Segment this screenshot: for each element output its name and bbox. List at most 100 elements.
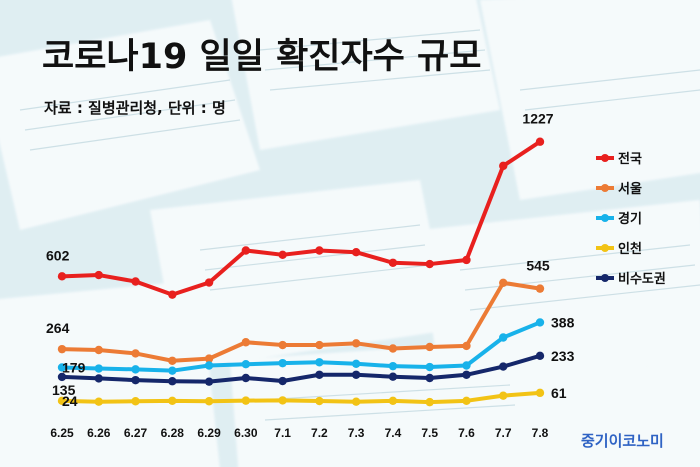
data-point xyxy=(535,137,545,146)
data-point xyxy=(388,372,398,381)
data-point xyxy=(94,270,103,280)
data-point xyxy=(131,277,140,286)
mask-shape xyxy=(231,0,500,150)
data-point xyxy=(351,339,361,348)
x-tick-label: 7.8 xyxy=(532,426,549,440)
data-point xyxy=(351,359,361,368)
legend-item: 인천 xyxy=(596,241,642,257)
x-tick-label: 6.28 xyxy=(161,426,185,440)
data-point xyxy=(535,284,545,293)
data-point xyxy=(278,376,287,386)
x-axis-ticks: 6.25 6.26 6.27 6.28 6.29 6.30 7.1 7.2 7.3 7.4 7.5 7… xyxy=(50,426,548,440)
data-point xyxy=(462,341,471,351)
data-point xyxy=(204,354,214,363)
data-point xyxy=(462,361,471,370)
x-tick-label: 6.26 xyxy=(87,426,111,440)
x-tick-label: 6.29 xyxy=(197,426,221,440)
mask-shape xyxy=(520,361,700,467)
mask-pleats xyxy=(19,29,700,421)
series-line xyxy=(60,280,542,363)
legend-label: 인천 xyxy=(618,241,642,257)
data-label: 233 xyxy=(551,348,575,364)
x-tick-label: 6.27 xyxy=(124,426,148,440)
data-point xyxy=(425,397,434,407)
chart-title: 코로나19 일일 확진자수 규모 xyxy=(42,37,481,77)
x-tick-label: 6.30 xyxy=(234,426,258,440)
data-point xyxy=(535,388,545,398)
data-point xyxy=(315,396,324,406)
data-point xyxy=(499,362,508,371)
x-tick-label: 7.7 xyxy=(495,426,512,440)
data-point xyxy=(204,397,214,406)
data-point xyxy=(315,340,324,350)
x-tick-label: 7.6 xyxy=(458,426,475,440)
data-point xyxy=(57,396,67,406)
data-label: 135 xyxy=(52,382,76,398)
data-point xyxy=(131,349,140,358)
data-labels: 602 1227 264 545 179 388 24 61 135 233 xyxy=(46,111,575,409)
legend-label: 경기 xyxy=(618,211,642,227)
legend-marker xyxy=(601,184,609,192)
data-point xyxy=(425,362,434,372)
x-tick-label: 7.5 xyxy=(421,426,438,440)
brand-logo: 중기이코노미 xyxy=(581,432,664,450)
data-point xyxy=(499,278,508,287)
data-point xyxy=(241,396,251,405)
data-point xyxy=(57,372,67,382)
x-tick-label: 7.2 xyxy=(311,426,328,440)
x-tick-label: 7.4 xyxy=(385,426,402,440)
legend-item: 비수도권 xyxy=(596,272,666,287)
data-point xyxy=(462,396,471,406)
data-label: 61 xyxy=(551,385,567,401)
legend-item: 서울 xyxy=(596,181,642,197)
mask-shape xyxy=(230,340,539,467)
data-point xyxy=(315,246,324,255)
data-point xyxy=(425,342,434,352)
data-point xyxy=(94,345,103,355)
data-label: 602 xyxy=(46,247,70,263)
data-label: 179 xyxy=(62,359,86,375)
data-point xyxy=(204,361,214,370)
mask-shape xyxy=(150,180,450,370)
mask-shape xyxy=(0,280,220,467)
data-point xyxy=(462,255,471,265)
legend-marker xyxy=(601,274,609,282)
legend-marker xyxy=(601,244,609,252)
data-point xyxy=(241,338,251,347)
series-line xyxy=(60,139,542,297)
data-point xyxy=(168,356,177,365)
data-point xyxy=(131,375,140,385)
data-point xyxy=(57,363,67,372)
data-point xyxy=(94,374,103,383)
data-point xyxy=(278,396,287,405)
data-point xyxy=(499,333,508,342)
data-point xyxy=(278,358,287,368)
data-point xyxy=(94,397,103,406)
data-point xyxy=(131,365,140,374)
data-point xyxy=(351,370,361,379)
data-point xyxy=(241,360,251,369)
series-0 xyxy=(57,137,545,299)
data-label: 24 xyxy=(62,393,78,409)
series-3 xyxy=(57,388,545,407)
data-point xyxy=(388,396,398,406)
data-point xyxy=(499,391,508,400)
data-point xyxy=(462,370,471,379)
data-point xyxy=(168,366,177,375)
series-4 xyxy=(57,351,545,386)
x-tick-label: 7.1 xyxy=(274,426,291,440)
legend-marker xyxy=(601,154,609,162)
x-tick-label: 7.3 xyxy=(348,426,365,440)
data-point xyxy=(535,318,545,327)
data-point xyxy=(535,351,545,361)
data-point xyxy=(499,161,508,171)
data-point xyxy=(388,361,398,371)
data-point xyxy=(315,358,324,367)
data-point xyxy=(351,397,361,406)
data-point xyxy=(168,290,177,299)
data-point xyxy=(351,248,361,257)
data-point xyxy=(425,373,434,383)
